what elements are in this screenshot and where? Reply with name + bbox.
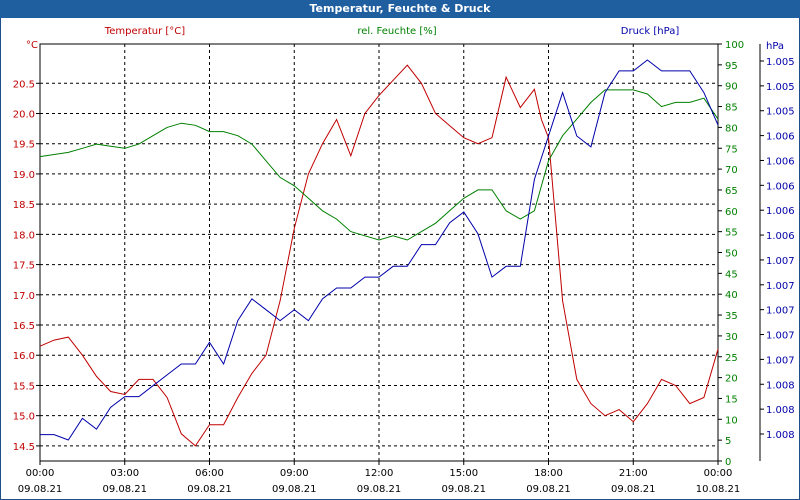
humidity-tick-label: 95 [725, 61, 738, 72]
x-tick-time: 06:00 [195, 468, 224, 479]
axes [36, 43, 764, 465]
x-tick-time: 09:00 [280, 468, 309, 479]
pressure-tick-label: 1.008 [766, 380, 795, 391]
humidity-tick-label: 25 [725, 353, 738, 364]
pressure-tick-label: 1.008 [766, 430, 795, 441]
pressure-tick-label: 1.006 [766, 156, 795, 167]
temperature-tick-label: 15.0 [13, 412, 35, 423]
x-tick-time: 15:00 [449, 468, 478, 479]
humidity-tick-label: 60 [725, 207, 738, 218]
pressure-tick-label: 1.006 [766, 231, 795, 242]
pressure-tick-label: 1.005 [766, 82, 795, 93]
series-line-temperature [39, 64, 719, 447]
x-tick-time: 12:00 [365, 468, 394, 479]
humidity-tick-label: 100 [725, 40, 744, 51]
temperature-tick-label: 14.5 [13, 442, 35, 453]
pressure-tick-label: 1.006 [766, 132, 795, 143]
humidity-tick-label: 15 [725, 394, 738, 405]
temperature-tick-label: 18.0 [13, 230, 35, 241]
pressure-tick-label: 1.006 [766, 206, 795, 217]
humidity-tick-label: 65 [725, 186, 738, 197]
pressure-tick-label: 1.007 [766, 306, 795, 317]
humidity-tick-label: 20 [725, 374, 738, 385]
series-line-humidity [39, 89, 719, 241]
x-tick-date: 09.08.21 [187, 484, 232, 495]
temperature-tick-label: 20.0 [13, 110, 35, 121]
temperature-tick-label: 19.0 [13, 170, 35, 181]
x-tick-date: 09.08.21 [18, 484, 63, 495]
pressure-tick-label: 1.007 [766, 331, 795, 342]
x-tick-date: 09.08.21 [357, 484, 402, 495]
humidity-tick-label: 0 [725, 457, 731, 468]
pressure-tick-label: 1.005 [766, 107, 795, 118]
temperature-tick-label: 19.5 [13, 140, 35, 151]
temperature-axis-label: Temperatur [°C] [104, 26, 185, 37]
pressure-tick-label: 1.006 [766, 181, 795, 192]
x-tick-time: 00:00 [704, 468, 733, 479]
humidity-tick-label: 80 [725, 123, 738, 134]
x-tick-time: 00:00 [26, 468, 55, 479]
axis-labels: 00:00 09.08.21 03:00 09.08.21 06:00 09.08.21 0… [13, 26, 795, 495]
humidity-tick-label: 75 [725, 144, 738, 155]
x-tick-time: 03:00 [110, 468, 139, 479]
x-tick-date: 09.08.21 [272, 484, 317, 495]
x-tick-time: 18:00 [534, 468, 563, 479]
x-tick-date: 09.08.21 [102, 484, 147, 495]
x-tick-date: 10.08.21 [696, 484, 741, 495]
chart-title: Temperatur, Feuchte & Druck [0, 0, 800, 18]
humidity-axis-label: rel. Feuchte [%] [357, 26, 436, 37]
grid-lines [40, 44, 718, 461]
pressure-tick-label: 1.007 [766, 281, 795, 292]
pressure-tick-label: 1.005 [766, 57, 795, 68]
humidity-tick-label: 50 [725, 249, 738, 260]
temperature-tick-label: 17.5 [13, 261, 35, 272]
pressure-axis-label: Druck [hPa] [621, 26, 680, 37]
humidity-tick-label: 85 [725, 103, 738, 114]
temperature-tick-label: 18.5 [13, 200, 35, 211]
humidity-tick-label: 35 [725, 311, 738, 322]
temperature-tick-label: 16.0 [13, 351, 35, 362]
x-tick-date: 09.08.21 [611, 484, 656, 495]
humidity-tick-label: 55 [725, 228, 738, 239]
humidity-tick-label: 90 [725, 82, 738, 93]
humidity-tick-label: 70 [725, 165, 738, 176]
pressure-unit: hPa [766, 41, 784, 52]
temperature-tick-label: 20.5 [13, 79, 35, 90]
temperature-tick-label: 16.5 [13, 321, 35, 332]
pressure-tick-label: 1.007 [766, 256, 795, 267]
temperature-tick-label: 17.0 [13, 291, 35, 302]
humidity-tick-label: 40 [725, 290, 738, 301]
humidity-tick-label: 5 [725, 436, 731, 447]
humidity-tick-label: 10 [725, 415, 738, 426]
temperature-tick-label: 15.5 [13, 381, 35, 392]
pressure-tick-label: 1.008 [766, 405, 795, 416]
x-tick-time: 21:00 [619, 468, 648, 479]
pressure-tick-label: 1.007 [766, 355, 795, 366]
humidity-tick-label: 30 [725, 332, 738, 343]
humidity-tick-label: 45 [725, 269, 738, 280]
x-tick-date: 09.08.21 [526, 484, 571, 495]
temperature-unit: °C [26, 40, 38, 51]
series-line-pressure [40, 59, 719, 441]
series-lines [39, 59, 719, 447]
x-tick-date: 09.08.21 [441, 484, 486, 495]
